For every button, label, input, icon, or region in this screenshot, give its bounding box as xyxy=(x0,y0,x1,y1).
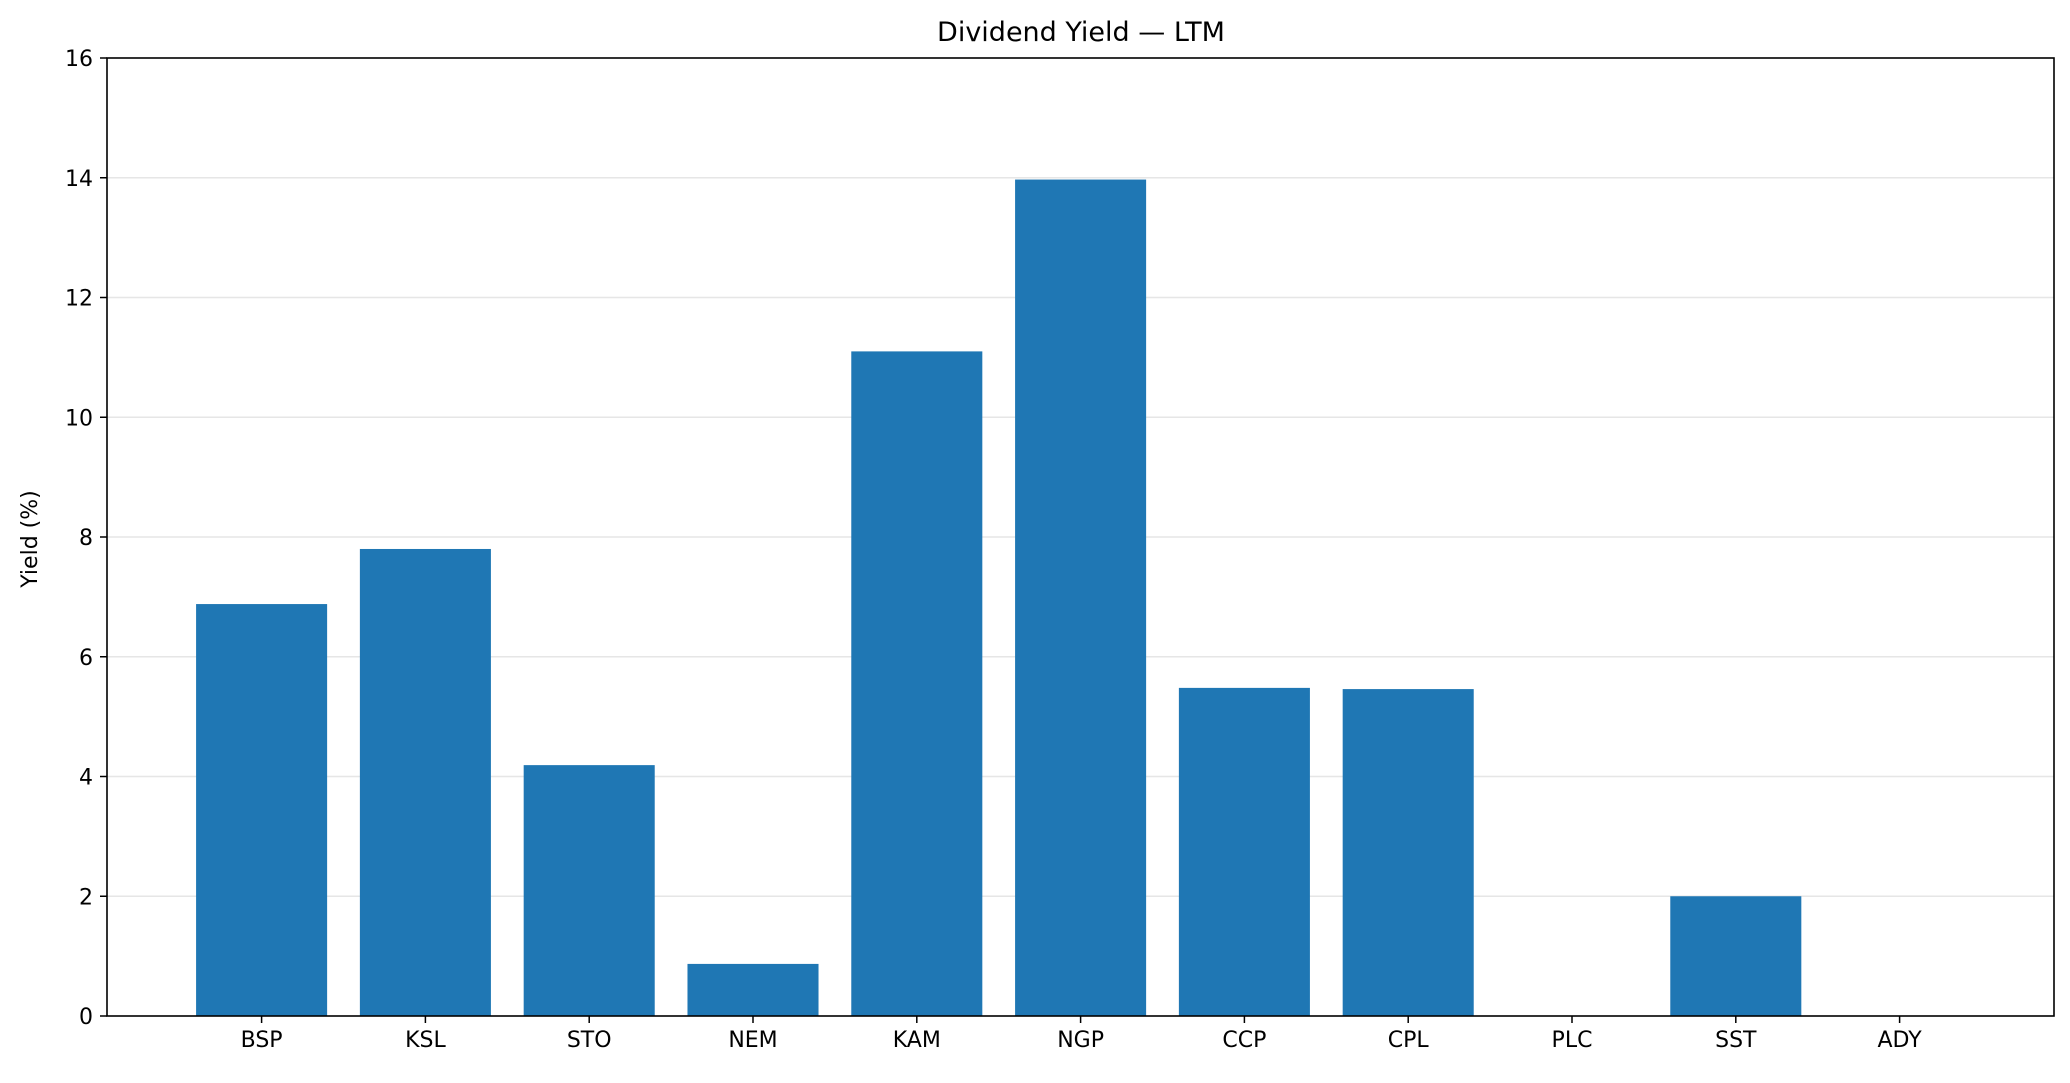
y-tick-label: 16 xyxy=(65,47,93,72)
y-axis-ticks: 0 2 4 6 8 10 12 14 16 xyxy=(65,47,107,1030)
bar-ngp xyxy=(1015,179,1147,1016)
bars xyxy=(196,179,1802,1016)
x-axis-ticks: BSP KSL STO NEM KAM NGP CCP CPL PLC SST ADY xyxy=(241,1016,1922,1053)
x-tick-label: NGP xyxy=(1057,1028,1104,1053)
bar-sto xyxy=(523,765,655,1016)
chart-title: Dividend Yield — LTM xyxy=(937,17,1225,48)
y-tick-label: 6 xyxy=(79,646,93,671)
y-tick-label: 0 xyxy=(79,1005,93,1030)
y-tick-label: 10 xyxy=(65,406,93,431)
y-tick-label: 2 xyxy=(79,885,93,910)
y-tick-label: 8 xyxy=(79,526,93,551)
y-tick-label: 12 xyxy=(65,287,93,312)
x-tick-label: KAM xyxy=(893,1028,941,1053)
x-tick-label: ADY xyxy=(1877,1028,1922,1053)
x-tick-label: PLC xyxy=(1552,1028,1593,1053)
x-tick-label: SST xyxy=(1715,1028,1757,1053)
bar-nem xyxy=(687,963,819,1016)
x-tick-label: NEM xyxy=(728,1028,777,1053)
y-tick-label: 4 xyxy=(79,766,93,791)
bar-bsp xyxy=(196,604,328,1016)
y-tick-label: 14 xyxy=(65,167,93,192)
x-tick-label: STO xyxy=(567,1028,612,1053)
bar-cpl xyxy=(1342,689,1474,1016)
x-tick-label: CCP xyxy=(1222,1028,1266,1053)
x-tick-label: KSL xyxy=(405,1028,446,1053)
x-tick-label: BSP xyxy=(241,1028,283,1053)
bar-ccp xyxy=(1178,687,1310,1016)
bar-kam xyxy=(851,351,983,1016)
x-tick-label: CPL xyxy=(1388,1028,1430,1053)
bar-ksl xyxy=(359,548,491,1016)
bar-sst xyxy=(1670,896,1802,1016)
y-axis-label: Yield (%) xyxy=(18,490,43,588)
